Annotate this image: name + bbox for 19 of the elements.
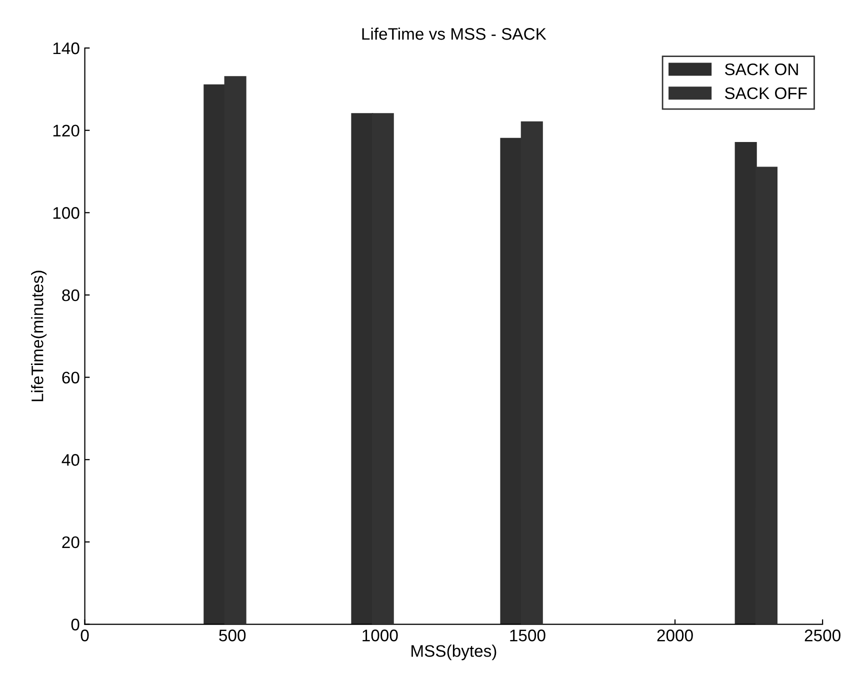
x-tick-label: 2000 (657, 630, 693, 642)
legend-label: SACK OFF (724, 87, 807, 100)
x-tick-label: 0 (80, 630, 89, 642)
y-tick-label: 140 (53, 42, 80, 54)
chart-title: LifeTime vs MSS - SACK (362, 28, 546, 40)
y-axis-title: LifeTime(minutes) (31, 270, 47, 402)
y-tick-label: 60 (62, 372, 80, 384)
x-tick-label: 2500 (804, 630, 840, 642)
x-tick-label: 1500 (510, 630, 546, 642)
y-tick-label: 80 (62, 289, 80, 302)
x-tick-label: 500 (219, 630, 246, 642)
y-tick-label: 20 (62, 536, 80, 548)
y-tick-label: 0 (71, 618, 80, 630)
y-tick-label: 100 (53, 207, 80, 219)
y-tick-label: 120 (53, 124, 80, 137)
y-tick-label: 40 (62, 454, 80, 466)
x-tick-label: 1000 (362, 630, 398, 642)
legend-label: SACK ON (724, 63, 798, 76)
x-axis-title: MSS(bytes) (412, 644, 496, 660)
